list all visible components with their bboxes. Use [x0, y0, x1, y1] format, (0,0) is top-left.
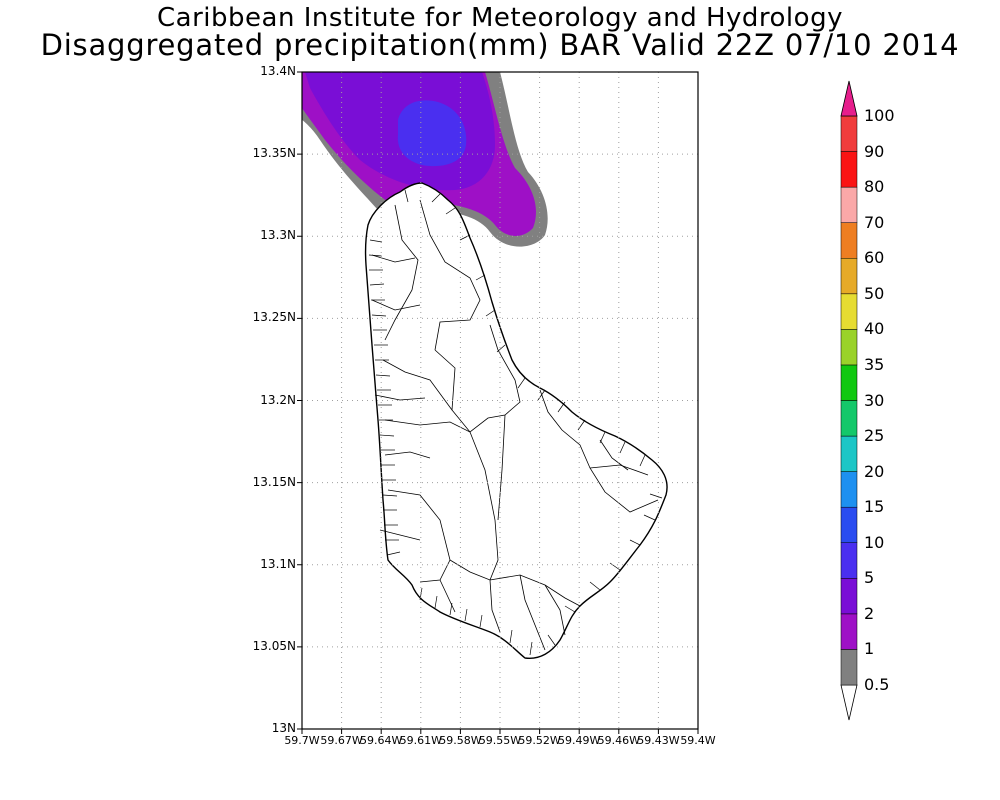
colorbar-level-label: 35: [864, 354, 885, 374]
colorbar-level-label: 70: [864, 212, 885, 232]
colorbar-segment: [840, 258, 858, 295]
lat-tick-label: 13.1N: [260, 556, 296, 571]
colorbar-level-label: 1: [864, 639, 875, 659]
colorbar-segment: [840, 400, 858, 437]
colorbar-level-label: 25: [864, 426, 885, 446]
coastal-streams: [368, 189, 663, 656]
colorbar-segment: [840, 578, 858, 615]
colorbar-segment: [840, 293, 858, 330]
colorbar-level-label: 0.5: [864, 675, 890, 694]
colorbar-segment: [840, 471, 858, 508]
lat-tick-label: 13.25N: [252, 310, 296, 325]
colorbar-segment: [840, 186, 858, 223]
lon-tick-label: 59.67W: [320, 734, 363, 747]
colorbar-level-label: 2: [864, 603, 875, 623]
colorbar-segment: [840, 329, 858, 366]
colorbar-level-label: 30: [864, 390, 885, 410]
title-line-2: Disaggregated precipitation(mm) BAR Vali…: [40, 28, 960, 62]
colorbar-level-label: 15: [864, 497, 885, 517]
colorbar-level-label: 5: [864, 568, 875, 588]
lat-tick-label: 13.3N: [260, 228, 296, 243]
colorbar-level-label: 10: [864, 532, 885, 552]
colorbar-segment: [840, 542, 858, 579]
lon-tick-label: 59.55W: [478, 734, 522, 747]
lat-tick-label: 13N: [271, 721, 296, 735]
lat-tick-label: 13.15N: [252, 474, 296, 489]
lat-tick-label: 13.2N: [260, 392, 296, 407]
colorbar-segment: [840, 222, 858, 259]
lon-tick-label: 59.64W: [360, 734, 403, 747]
colorbar: [840, 80, 858, 721]
lon-tick-label: 59.61W: [399, 734, 442, 747]
lon-tick-label: 59.58W: [439, 734, 482, 747]
catchment-lines: [371, 199, 659, 651]
colorbar-segment: [840, 115, 858, 152]
colorbar-segment: [840, 649, 858, 686]
lon-tick-label: 59.46W: [597, 734, 640, 747]
island-outline: [364, 182, 668, 659]
lon-tick-label: 59.4W: [680, 734, 716, 747]
precipitation-shading: [302, 72, 548, 247]
lat-tick-label: 13.4N: [260, 64, 296, 78]
title-line-1: Caribbean Institute for Meteorology and …: [157, 3, 843, 33]
lon-tick-label: 59.43W: [637, 734, 680, 747]
lon-tick-label: 59.49W: [558, 734, 601, 747]
colorbar-level-label: 40: [864, 319, 885, 339]
lon-tick-label: 59.7W: [284, 734, 320, 747]
colorbar-segment: [840, 364, 858, 401]
gridlines: [302, 72, 698, 729]
colorbar-level-label: 100: [864, 106, 895, 125]
colorbar-level-label: 50: [864, 283, 885, 303]
colorbar-level-label: 90: [864, 141, 885, 161]
axis-ticks: [297, 71, 699, 734]
colorbar-level-label: 80: [864, 177, 885, 197]
colorbar-segment: [840, 151, 858, 188]
lon-tick-label: 59.52W: [518, 734, 561, 747]
colorbar-level-label: 60: [864, 248, 885, 268]
lat-tick-label: 13.05N: [252, 638, 296, 653]
colorbar-segment: [840, 435, 858, 472]
colorbar-level-label: 20: [864, 461, 885, 481]
colorbar-low-triangle: [840, 684, 858, 721]
colorbar-high-triangle: [840, 80, 858, 117]
precip-area-5-10: [397, 100, 467, 167]
colorbar-segment: [840, 613, 858, 650]
colorbar-segment: [840, 506, 858, 543]
lat-tick-label: 13.35N: [252, 146, 296, 161]
